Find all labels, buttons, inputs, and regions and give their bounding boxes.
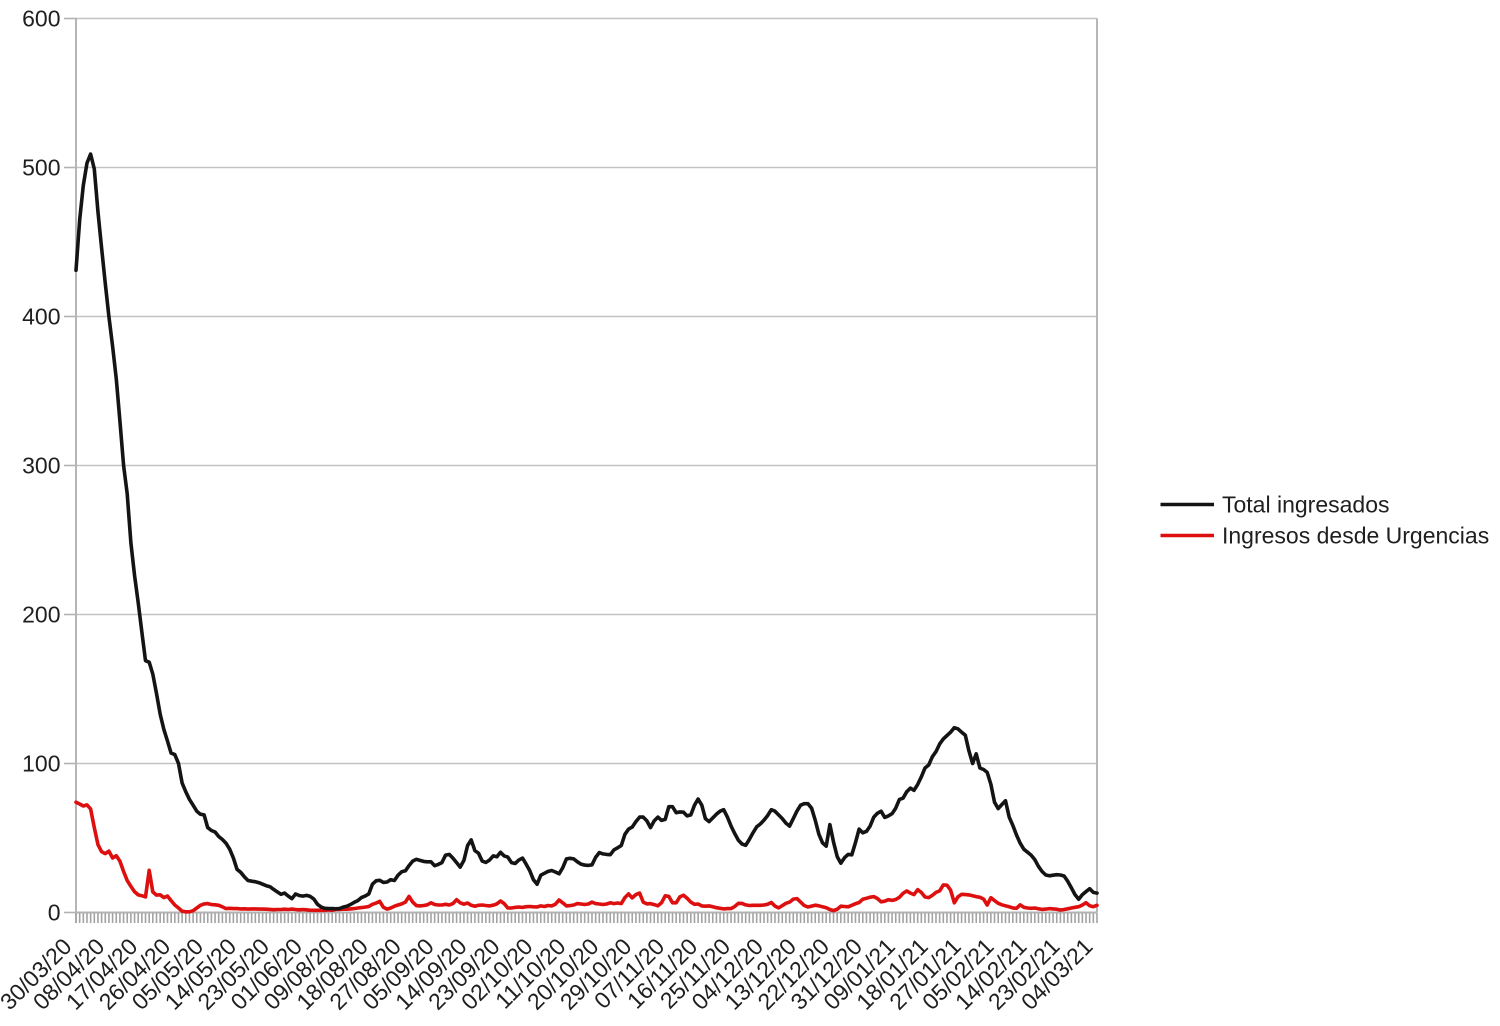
svg-text:500: 500 [22, 155, 60, 181]
svg-text:300: 300 [22, 453, 60, 479]
svg-text:400: 400 [22, 304, 60, 330]
svg-text:100: 100 [22, 751, 60, 777]
svg-text:0: 0 [48, 900, 61, 926]
svg-text:Total ingresados: Total ingresados [1222, 492, 1390, 518]
svg-text:Ingresos desde Urgencias: Ingresos desde Urgencias [1222, 523, 1489, 549]
svg-text:200: 200 [22, 602, 60, 628]
svg-text:600: 600 [22, 6, 60, 32]
